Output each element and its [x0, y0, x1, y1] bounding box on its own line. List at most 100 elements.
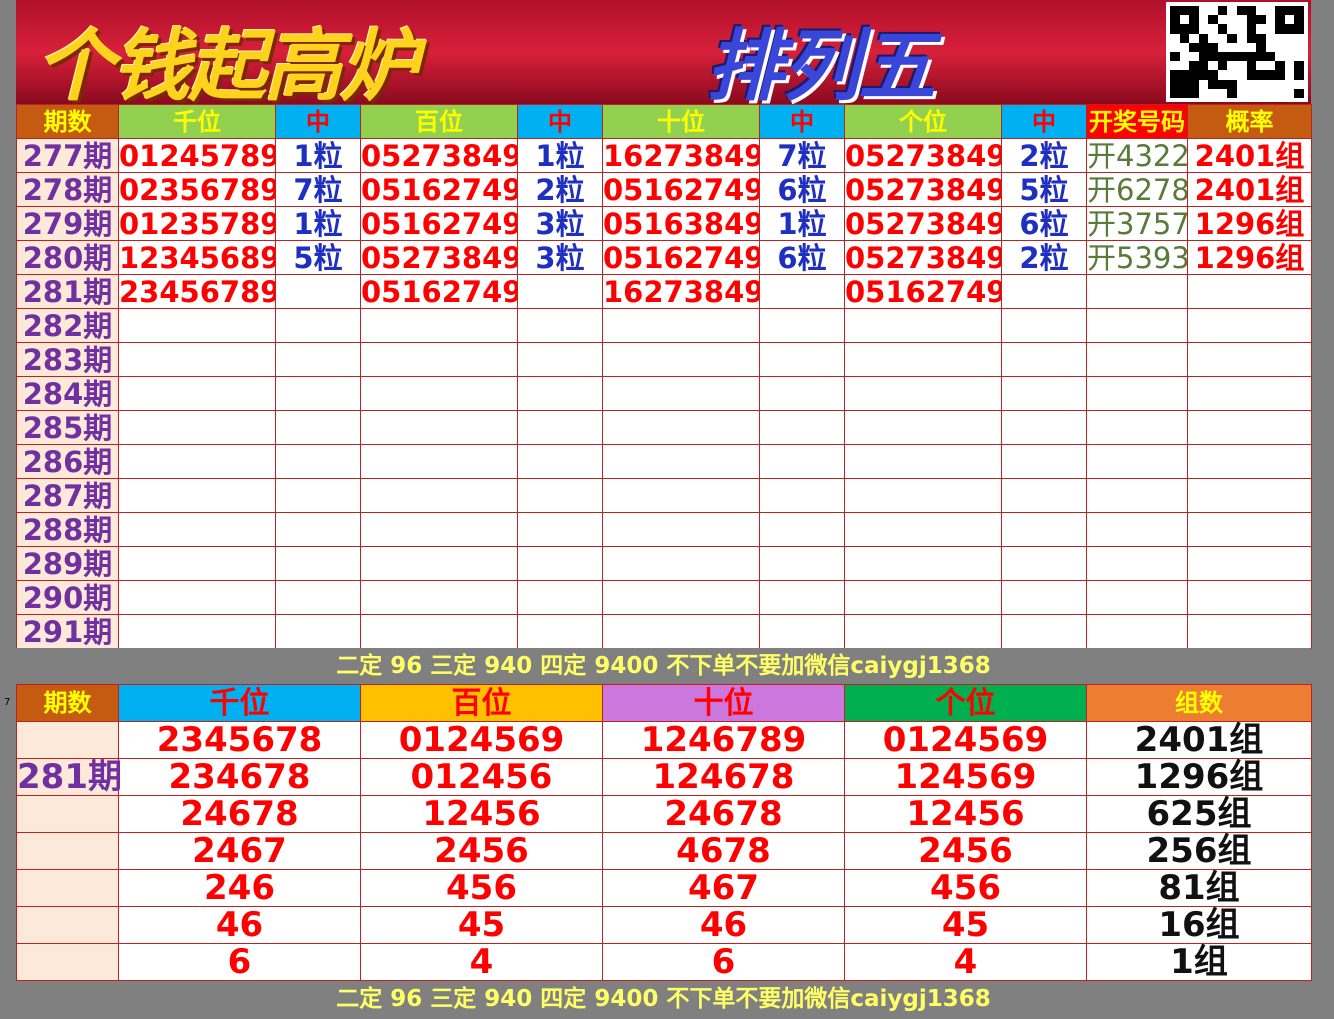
table-cell[interactable]: 05162749 — [844, 274, 1002, 309]
period-cell[interactable]: 289期 — [16, 546, 119, 581]
table-cell[interactable]: 2401组 — [1187, 138, 1312, 173]
table-cell[interactable]: 23456789 — [118, 274, 276, 309]
table-cell[interactable] — [759, 376, 845, 411]
period-cell[interactable]: 277期 — [16, 138, 119, 173]
table-cell[interactable] — [759, 478, 845, 513]
table-cell[interactable]: 2粒 — [517, 172, 603, 207]
table-cell[interactable] — [844, 478, 1002, 513]
table-cell[interactable] — [360, 512, 518, 547]
table-cell[interactable]: 6粒 — [759, 240, 845, 275]
table-cell[interactable] — [360, 308, 518, 343]
period-cell[interactable]: 288期 — [16, 512, 119, 547]
table-cell[interactable]: 2粒 — [1001, 240, 1087, 275]
table-cell[interactable]: 05163849 — [602, 206, 760, 241]
table-cell[interactable] — [1187, 308, 1312, 343]
table-cell[interactable]: 开6278 — [1086, 172, 1188, 207]
table-cell[interactable] — [1001, 546, 1087, 581]
table-cell[interactable] — [275, 478, 361, 513]
table-cell[interactable] — [1001, 478, 1087, 513]
table-cell[interactable] — [517, 342, 603, 377]
table-cell[interactable] — [360, 546, 518, 581]
table-cell[interactable] — [517, 274, 603, 309]
table-cell[interactable] — [759, 274, 845, 309]
table-cell[interactable] — [275, 614, 361, 649]
table-cell[interactable] — [118, 580, 276, 615]
table-cell[interactable] — [1187, 444, 1312, 479]
table-cell[interactable]: 1粒 — [275, 206, 361, 241]
table-cell[interactable] — [275, 512, 361, 547]
table-cell[interactable] — [1187, 274, 1312, 309]
table-cell[interactable]: 2345678 — [118, 721, 361, 759]
table-cell[interactable]: 625组 — [1086, 795, 1312, 833]
table-cell[interactable] — [602, 478, 760, 513]
table-cell[interactable]: 05273849 — [844, 240, 1002, 275]
table-cell[interactable] — [1086, 512, 1188, 547]
table-cell[interactable]: 01245789 — [118, 138, 276, 173]
table-cell[interactable] — [118, 512, 276, 547]
table-cell[interactable] — [602, 580, 760, 615]
period-cell[interactable]: 283期 — [16, 342, 119, 377]
table-cell[interactable]: 7粒 — [275, 172, 361, 207]
table-cell[interactable]: 246 — [118, 869, 361, 907]
table-cell[interactable] — [118, 444, 276, 479]
table-cell[interactable] — [118, 410, 276, 445]
table-cell[interactable]: 05273849 — [844, 138, 1002, 173]
table-cell[interactable]: 5粒 — [275, 240, 361, 275]
table-cell[interactable] — [602, 444, 760, 479]
table-cell[interactable]: 81组 — [1086, 869, 1312, 907]
table-cell[interactable] — [118, 614, 276, 649]
table-cell[interactable] — [1086, 274, 1188, 309]
table-cell[interactable]: 05162749 — [602, 172, 760, 207]
table-cell[interactable] — [1001, 614, 1087, 649]
table-cell[interactable]: 5粒 — [1001, 172, 1087, 207]
table-cell[interactable]: 4678 — [602, 832, 845, 870]
table-cell[interactable]: 16组 — [1086, 906, 1312, 944]
table-cell[interactable] — [118, 308, 276, 343]
table-cell[interactable]: 开4322 — [1086, 138, 1188, 173]
table-cell[interactable] — [1001, 308, 1087, 343]
table-cell[interactable]: 2456 — [360, 832, 603, 870]
table-cell[interactable] — [360, 614, 518, 649]
table-cell[interactable] — [602, 546, 760, 581]
table-cell[interactable] — [1187, 512, 1312, 547]
period-cell-empty[interactable] — [16, 906, 119, 944]
period-cell-empty[interactable] — [16, 721, 119, 759]
table-cell[interactable] — [275, 546, 361, 581]
table-cell[interactable] — [1086, 342, 1188, 377]
table-cell[interactable]: 012456 — [360, 758, 603, 796]
table-cell[interactable]: 05273849 — [844, 172, 1002, 207]
table-cell[interactable]: 05162749 — [360, 172, 518, 207]
table-cell[interactable]: 45 — [360, 906, 603, 944]
period-cell[interactable]: 281期 — [16, 756, 122, 797]
table-cell[interactable] — [602, 308, 760, 343]
table-cell[interactable] — [1187, 546, 1312, 581]
period-cell[interactable]: 280期 — [16, 240, 119, 275]
period-cell-empty[interactable] — [16, 869, 119, 907]
table-cell[interactable]: 05162749 — [602, 240, 760, 275]
table-cell[interactable] — [844, 444, 1002, 479]
table-cell[interactable]: 6 — [118, 943, 361, 981]
table-cell[interactable] — [517, 546, 603, 581]
table-cell[interactable]: 16273849 — [602, 274, 760, 309]
table-cell[interactable] — [360, 410, 518, 445]
table-cell[interactable]: 7粒 — [759, 138, 845, 173]
table-cell[interactable] — [844, 308, 1002, 343]
table-cell[interactable]: 6粒 — [1001, 206, 1087, 241]
table-cell[interactable] — [844, 614, 1002, 649]
period-cell[interactable]: 291期 — [16, 614, 119, 649]
table-cell[interactable]: 2401组 — [1086, 721, 1312, 759]
table-cell[interactable]: 1粒 — [759, 206, 845, 241]
table-cell[interactable] — [1001, 342, 1087, 377]
table-cell[interactable]: 2467 — [118, 832, 361, 870]
table-cell[interactable] — [1187, 376, 1312, 411]
table-cell[interactable] — [1187, 580, 1312, 615]
table-cell[interactable]: 16273849 — [602, 138, 760, 173]
table-cell[interactable] — [844, 342, 1002, 377]
table-cell[interactable] — [275, 308, 361, 343]
table-cell[interactable] — [1086, 444, 1188, 479]
table-cell[interactable] — [1086, 478, 1188, 513]
table-cell[interactable] — [844, 410, 1002, 445]
table-cell[interactable] — [1187, 478, 1312, 513]
table-cell[interactable]: 124569 — [844, 758, 1087, 796]
table-cell[interactable]: 01235789 — [118, 206, 276, 241]
